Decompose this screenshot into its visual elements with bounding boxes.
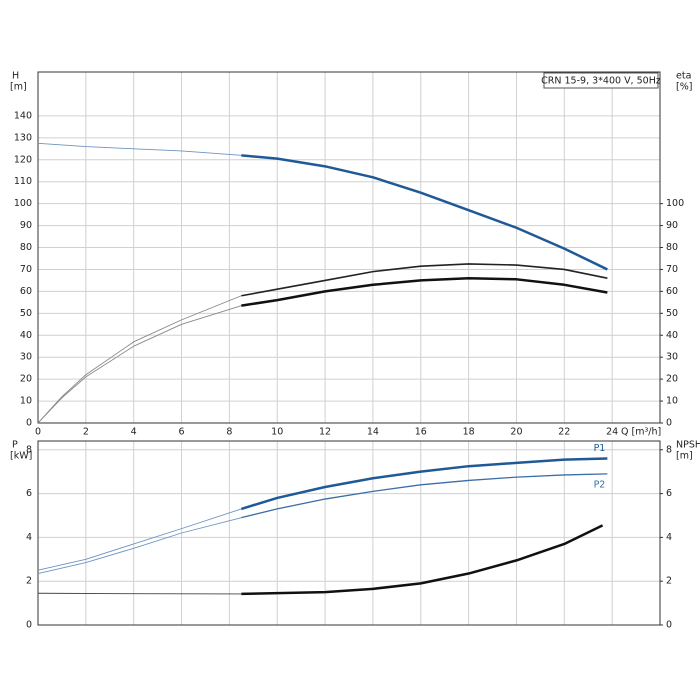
- chart-title: CRN 15-9, 3*400 V, 50Hz: [541, 76, 661, 87]
- x-tick-label: 10: [271, 427, 283, 438]
- x-tick-label: 0: [35, 427, 41, 438]
- y2-tick-label: 0: [666, 418, 672, 429]
- y-tick-label: 120: [14, 154, 32, 165]
- y-tick-label: 50: [20, 308, 32, 319]
- y2-tick-label: 30: [666, 352, 678, 363]
- series-line: [37, 295, 242, 424]
- y-tick-label: 80: [20, 242, 32, 253]
- y-tick-label: 140: [14, 110, 32, 121]
- y2-tick-label: 100: [666, 198, 684, 209]
- x-tick-label: 14: [367, 427, 379, 438]
- y2-tick-label: 2: [666, 576, 672, 587]
- y2-label: NPSH: [676, 440, 700, 451]
- y-tick-label: 130: [14, 132, 32, 143]
- x-tick-label: 20: [510, 427, 522, 438]
- y2-tick-label: 8: [666, 444, 672, 455]
- series-line: [241, 276, 608, 307]
- series-line: [37, 305, 242, 424]
- series-line: [241, 524, 604, 596]
- series-line: [37, 592, 242, 595]
- y-tick-label: 70: [20, 264, 32, 275]
- y-unit: [m]: [10, 82, 27, 93]
- series-line: [241, 154, 608, 271]
- y2-unit: [%]: [676, 82, 692, 93]
- series-line: [37, 508, 242, 571]
- y2-tick-label: 80: [666, 242, 678, 253]
- series-line: [37, 517, 242, 574]
- y2-label: eta: [676, 71, 691, 82]
- series-line: [241, 473, 608, 519]
- x-tick-label: 24: [606, 427, 618, 438]
- y2-tick-label: 6: [666, 488, 672, 499]
- x-tick-label: 22: [558, 427, 570, 438]
- x-tick-label: 12: [319, 427, 331, 438]
- x-tick-label: 4: [131, 427, 137, 438]
- y-tick-label: 60: [20, 286, 32, 297]
- x-tick-label: 16: [415, 427, 427, 438]
- y2-tick-label: 4: [666, 532, 672, 543]
- y-tick-label: 0: [26, 620, 32, 631]
- y-tick-label: 100: [14, 198, 32, 209]
- y-label: P: [12, 440, 18, 451]
- x-label: Q [m³/h]: [621, 427, 661, 438]
- plot-frame: [37, 440, 661, 626]
- y2-tick-label: 20: [666, 374, 678, 385]
- y-tick-label: 0: [26, 418, 32, 429]
- title-box: [543, 72, 659, 89]
- x-tick-label: 18: [463, 427, 475, 438]
- y-label: H: [12, 71, 19, 82]
- y2-unit: [m]: [676, 451, 693, 462]
- series-line: [241, 263, 608, 297]
- y2-tick-label: 60: [666, 286, 678, 297]
- y-tick-label: 10: [20, 396, 32, 407]
- y2-tick-label: 50: [666, 308, 678, 319]
- y2-tick-label: 40: [666, 330, 678, 341]
- plot-frame: [37, 71, 661, 424]
- series-label: P2: [594, 479, 606, 490]
- y-tick-label: 8: [26, 444, 32, 455]
- y-tick-label: 4: [26, 532, 32, 543]
- y-tick-label: 30: [20, 352, 32, 363]
- series-label: P1: [594, 443, 606, 454]
- y2-tick-label: 70: [666, 264, 678, 275]
- y-unit: [kW]: [10, 451, 32, 462]
- y2-tick-label: 10: [666, 396, 678, 407]
- y-tick-label: 110: [14, 176, 32, 187]
- series-line: [37, 142, 242, 156]
- x-tick-label: 6: [179, 427, 185, 438]
- y2-tick-label: 90: [666, 220, 678, 231]
- x-tick-label: 8: [226, 427, 232, 438]
- x-tick-label: 2: [83, 427, 89, 438]
- y-tick-label: 40: [20, 330, 32, 341]
- y-tick-label: 20: [20, 374, 32, 385]
- y-tick-label: 6: [26, 488, 32, 499]
- y-tick-label: 90: [20, 220, 32, 231]
- series-line: [240, 457, 608, 511]
- y-tick-label: 2: [26, 576, 32, 587]
- y2-tick-label: 0: [666, 620, 672, 631]
